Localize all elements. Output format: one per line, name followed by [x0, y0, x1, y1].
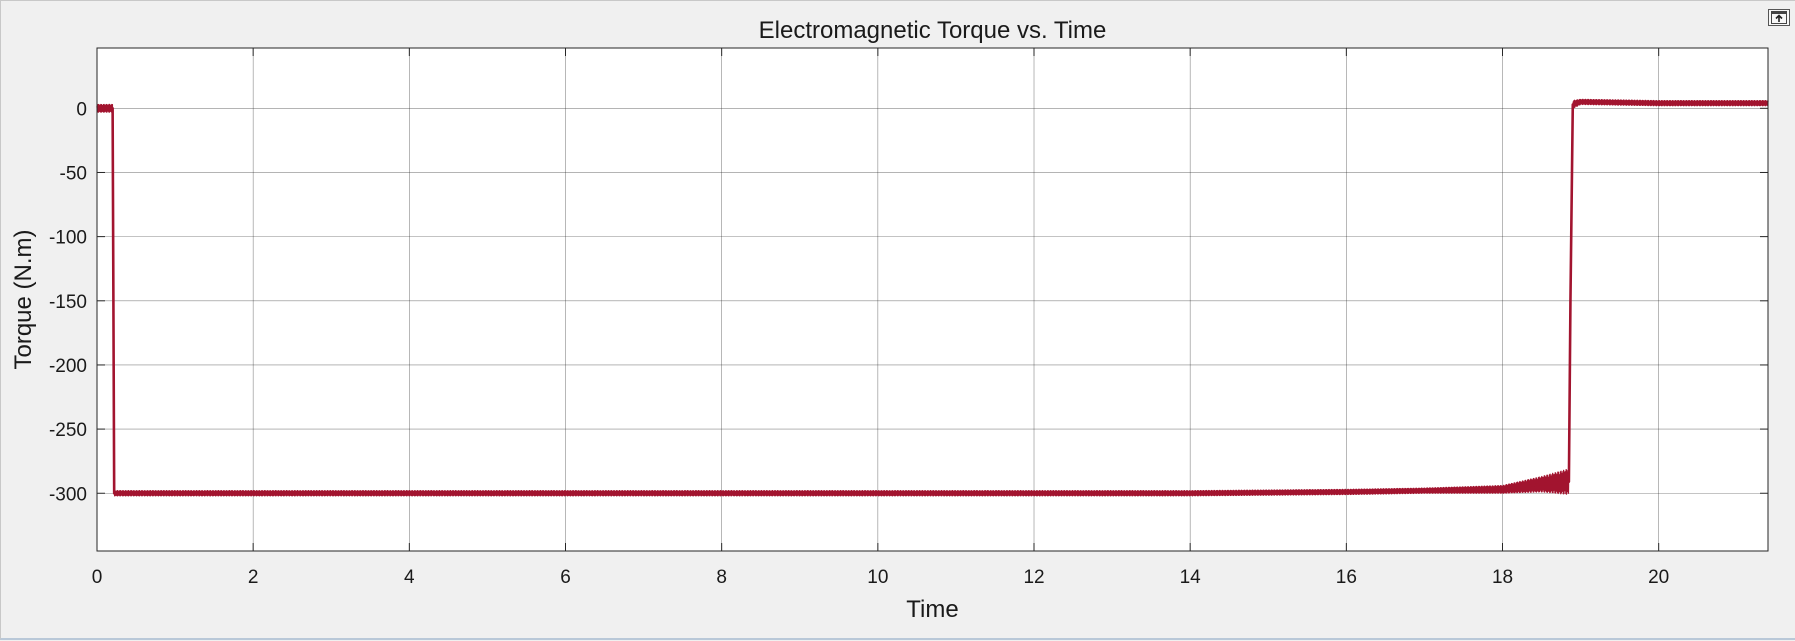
x-tick-label: 4: [404, 567, 415, 588]
plot-border: [96, 47, 1769, 552]
undock-button[interactable]: [1768, 9, 1790, 26]
x-tick-label: 0: [92, 567, 103, 588]
y-tick-label: -250: [49, 420, 87, 441]
x-axis-label: Time: [906, 596, 958, 623]
x-tick-label: 8: [716, 567, 727, 588]
y-tick-label: -100: [49, 228, 87, 249]
x-tick-label: 20: [1648, 567, 1669, 588]
y-tick-label: -50: [60, 163, 87, 184]
chart-title: Electromagnetic Torque vs. Time: [759, 17, 1107, 44]
y-tick-label: -150: [49, 292, 87, 313]
plot-area: [97, 48, 1768, 551]
ticks: 0 2 4 6 8 10 12 14 16 18 20 0 -50 -100 -150 -200 -250 -30…: [49, 48, 1768, 588]
x-tick-label: 10: [867, 567, 888, 588]
x-tick-label: 18: [1492, 567, 1513, 588]
y-axis-label: Torque (N.m): [10, 229, 37, 369]
y-tick-label: -200: [49, 356, 87, 377]
x-tick-label: 2: [248, 567, 259, 588]
x-tick-label: 14: [1180, 567, 1202, 588]
y-tick-label: 0: [76, 99, 87, 120]
x-tick-label: 6: [560, 567, 571, 588]
series-layer: [96, 98, 1769, 497]
y-tick-label: -300: [49, 484, 87, 505]
undock-icon: [1771, 11, 1787, 24]
x-tick-label: 12: [1023, 567, 1044, 588]
series-centerline: [97, 100, 1768, 495]
x-tick-label: 16: [1336, 567, 1357, 588]
